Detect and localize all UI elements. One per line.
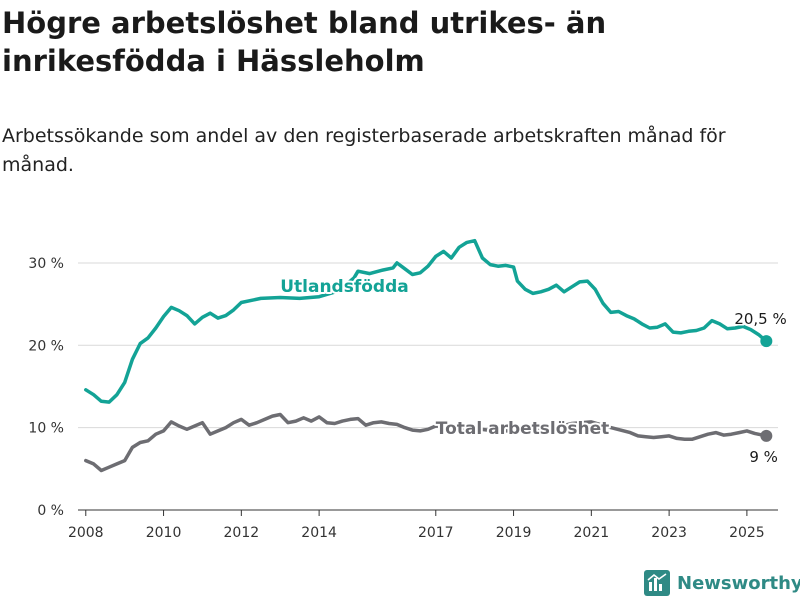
grid-lines [78,262,778,429]
x-axis-ticks: 2008 2010 2012 2014 2017 2019 2021 2023 2025 [68,510,765,541]
series-end-point-1 [760,429,773,442]
x-tick-label: 2017 [418,525,454,541]
chart-subtitle: Arbetssökande som andel av den registerb… [2,125,726,176]
x-tick-label: 2010 [146,525,182,541]
x-tick-label: 2012 [224,525,260,541]
end-value-label-0: 20,5 % [734,310,786,328]
series-name-label-1: Total arbetslöshet [436,419,610,439]
newsworthy-logo-icon [644,570,670,596]
series-line-0 [84,238,769,404]
y-tick-label: 30 % [28,256,64,272]
series-labels: Utlandsfödda Total arbetslöshet 20,5 % 9 % [278,275,788,468]
brand-logo: Newsworthy [644,568,800,598]
brand-name: Newsworthy [677,572,800,594]
series-name-label-0: Utlandsfödda [280,277,409,297]
y-tick-label: 0 % [37,503,64,519]
series-end-point-0 [760,335,773,348]
chart-title: Högre arbetslöshet bland utrikes- än inr… [2,6,607,78]
end-value-label-1: 9 % [749,448,778,466]
y-axis-ticks: 0 % 10 % 20 % 30 % [28,256,64,519]
y-tick-label: 20 % [28,338,64,354]
series-line-1 [84,412,769,473]
x-tick-label: 2008 [68,525,104,541]
x-tick-label: 2019 [496,525,532,541]
x-tick-label: 2023 [651,525,687,541]
x-tick-label: 2014 [301,525,337,541]
x-tick-label: 2021 [574,525,610,541]
series-lines [84,238,773,473]
y-tick-label: 10 % [28,421,64,437]
x-tick-label: 2025 [729,525,765,541]
